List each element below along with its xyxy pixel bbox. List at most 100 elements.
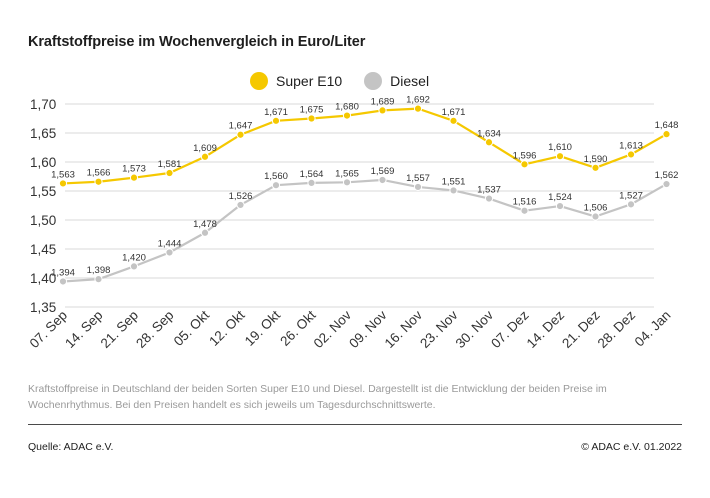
data-point [129, 173, 139, 182]
data-label: 1,692 [406, 95, 430, 106]
series-line-diesel [62, 178, 668, 283]
data-label: 1,634 [477, 128, 501, 139]
data-label: 1,671 [442, 107, 466, 118]
data-label: 1,648 [655, 120, 679, 131]
y-tick-label: 1,60 [30, 155, 56, 170]
data-point [307, 178, 316, 187]
data-label: 1,573 [122, 164, 146, 175]
data-label: 1,680 [335, 102, 359, 113]
legend-label-super-e10: Super E10 [276, 73, 343, 89]
data-point [626, 200, 636, 209]
data-point [58, 277, 68, 286]
data-label: 1,394 [51, 267, 75, 278]
data-label: 1,527 [619, 190, 643, 201]
data-point [236, 130, 245, 139]
data-label: 1,581 [158, 159, 182, 170]
series-line-super-e10 [62, 107, 668, 185]
data-point [58, 179, 68, 188]
y-tick-label: 1,50 [30, 213, 56, 228]
data-label: 1,560 [264, 171, 288, 182]
source-note: Quelle: ADAC e.V. [28, 441, 114, 453]
data-point [94, 275, 103, 284]
data-point [271, 116, 281, 125]
footer-divider [28, 424, 682, 425]
data-point [236, 200, 245, 210]
data-point [342, 178, 352, 187]
x-tick-label: 09. Nov [346, 307, 390, 351]
data-label: 1,675 [300, 105, 324, 116]
data-label: 1,569 [371, 166, 395, 177]
legend-item-diesel: Diesel [364, 72, 429, 90]
x-tick-label: 23. Nov [417, 307, 461, 351]
data-point [200, 228, 210, 237]
x-tick-label: 28. Sep [133, 308, 177, 352]
data-point [484, 138, 494, 147]
x-tick-label: 19. Okt [242, 307, 284, 349]
data-label: 1,557 [406, 173, 430, 184]
data-point [129, 262, 139, 271]
chart-caption: Kraftstoffpreise in Deutschland der beid… [28, 383, 607, 411]
x-tick-label: 02. Nov [311, 307, 355, 351]
data-label: 1,551 [442, 176, 466, 187]
y-tick-label: 1,70 [30, 97, 56, 112]
y-tick-label: 1,45 [30, 242, 56, 257]
x-tick-label: 21. Dez [559, 307, 603, 351]
data-label: 1,563 [51, 169, 75, 180]
data-point [484, 194, 494, 203]
y-tick-label: 1,55 [30, 184, 56, 199]
data-point [378, 175, 387, 185]
data-point [520, 160, 529, 169]
x-tick-label: 21. Sep [98, 308, 142, 352]
data-point [271, 181, 281, 190]
data-label: 1,596 [513, 150, 537, 161]
data-label: 1,506 [584, 203, 608, 214]
x-tick-label: 16. Nov [382, 307, 426, 351]
data-point [200, 152, 210, 161]
data-label: 1,420 [122, 252, 146, 263]
legend-label-diesel: Diesel [390, 73, 430, 89]
x-tick-label: 07. Dez [488, 307, 532, 351]
data-label: 1,647 [229, 121, 253, 132]
data-point [165, 248, 174, 257]
data-label: 1,564 [300, 169, 324, 180]
data-label: 1,537 [477, 185, 501, 196]
data-label: 1,524 [548, 192, 572, 203]
data-label: 1,478 [193, 219, 217, 230]
data-point [449, 186, 458, 195]
x-tick-label: 12. Okt [206, 307, 248, 349]
data-label: 1,610 [548, 142, 572, 153]
data-point [378, 106, 387, 115]
data-label: 1,609 [193, 143, 217, 154]
data-label: 1,689 [371, 96, 395, 107]
data-point [591, 212, 600, 221]
y-tick-label: 1,40 [30, 271, 56, 286]
data-label: 1,444 [158, 238, 182, 249]
data-label: 1,398 [87, 265, 111, 276]
x-tick-label: 28. Dez [595, 307, 639, 351]
x-tick-label: 14. Dez [524, 307, 568, 351]
data-point [307, 114, 316, 123]
copyright-note: © ADAC e.V. 01.2022 [581, 441, 682, 453]
data-point [662, 179, 671, 189]
data-label: 1,590 [584, 154, 608, 165]
data-point [555, 201, 565, 211]
data-label: 1,671 [264, 107, 288, 118]
legend-swatch-diesel [364, 72, 383, 90]
legend: Super E10 Diesel [250, 72, 451, 90]
data-point [520, 206, 529, 215]
y-tick-label: 1,35 [30, 300, 56, 315]
data-point [413, 182, 423, 192]
data-point [626, 150, 636, 159]
data-label: 1,566 [87, 168, 111, 179]
chart-title: Kraftstoffpreise im Wochenvergleich in E… [28, 34, 366, 50]
data-point [413, 104, 423, 113]
data-label: 1,516 [513, 197, 537, 208]
legend-item-super-e10: Super E10 [250, 72, 342, 90]
data-point [662, 130, 671, 139]
data-point [342, 111, 352, 120]
data-point [449, 116, 458, 125]
data-point [165, 168, 174, 178]
data-point [591, 163, 600, 172]
x-tick-label: 04. Jan [632, 308, 674, 350]
